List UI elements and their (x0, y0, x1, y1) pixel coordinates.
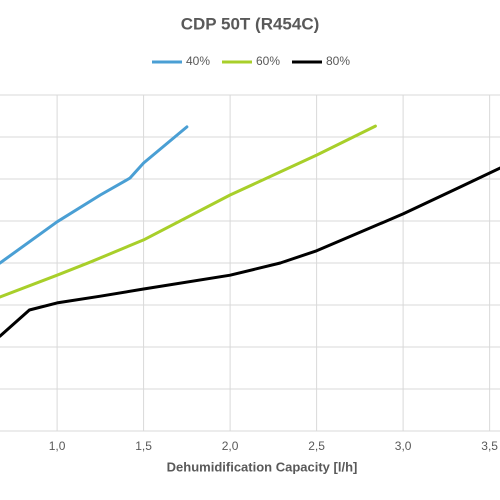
x-tick-label: 3,0 (395, 439, 412, 453)
x-tick-label: 2,5 (308, 439, 325, 453)
x-axis-label: Dehumidification Capacity [l/h] (167, 459, 358, 474)
x-tick-label: 1,0 (49, 439, 66, 453)
x-tick-label: 2,0 (222, 439, 239, 453)
chart-title: CDP 50T (R454C) (181, 14, 320, 33)
series-line (0, 124, 377, 299)
legend-label: 60% (256, 54, 280, 68)
x-tick-label: 1,5 (135, 439, 152, 453)
legend-label: 40% (186, 54, 210, 68)
legend-label: 80% (326, 54, 350, 68)
series-line (0, 166, 500, 338)
x-tick-label: 3,5 (481, 439, 498, 453)
series-line (0, 125, 189, 265)
